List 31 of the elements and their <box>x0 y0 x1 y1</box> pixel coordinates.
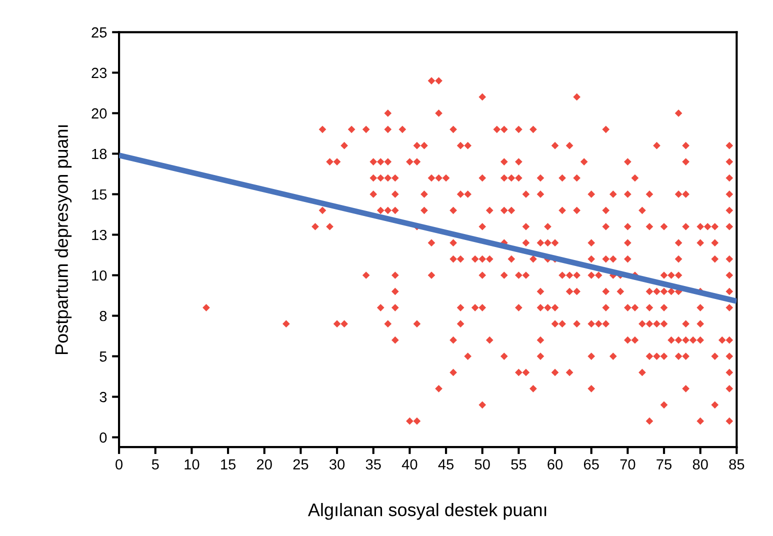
y-tick-label: 15 <box>92 189 107 200</box>
x-tick-label: 55 <box>511 459 526 470</box>
y-tick-label: 5 <box>100 352 107 362</box>
x-tick-label: 0 <box>116 459 123 470</box>
x-tick-label: 45 <box>438 459 454 470</box>
y-tick-label: 18 <box>92 148 107 160</box>
y-tick-label: 10 <box>92 270 107 281</box>
x-tick-label: 20 <box>256 459 272 470</box>
x-tick-label: 50 <box>474 459 490 470</box>
x-axis-title: Algılanan sosyal destek puanı <box>308 502 546 520</box>
x-tick-label: 25 <box>293 459 308 470</box>
x-tick-label: 70 <box>620 459 636 470</box>
x-tick-label: 10 <box>184 459 200 470</box>
x-tick-label: 60 <box>548 459 563 470</box>
x-tick-label: 15 <box>221 459 236 470</box>
y-tick-label: 0 <box>100 432 107 443</box>
x-tick-label: 85 <box>729 459 744 470</box>
y-axis-title: Postpartum depresyon puanı <box>54 125 72 354</box>
y-tick-label: 13 <box>92 230 107 240</box>
y-tick-label: 3 <box>100 392 107 402</box>
x-tick-label: 5 <box>152 459 159 470</box>
x-tick-label: 40 <box>402 459 418 470</box>
x-tick-label: 75 <box>656 459 672 470</box>
x-tick-label: 30 <box>329 459 345 470</box>
x-tick-label: 35 <box>366 459 381 470</box>
x-tick-label: 80 <box>692 459 708 470</box>
x-tick-label: 65 <box>584 459 599 470</box>
y-tick-label: 20 <box>92 108 107 119</box>
y-tick-label: 23 <box>92 68 107 78</box>
y-tick-label: 25 <box>92 27 107 38</box>
y-tick-label: 8 <box>100 310 107 322</box>
